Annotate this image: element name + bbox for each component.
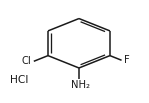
Text: NH₂: NH₂ [71,80,90,90]
Text: F: F [124,55,129,65]
Text: HCl: HCl [10,75,29,85]
Text: Cl: Cl [21,56,31,66]
